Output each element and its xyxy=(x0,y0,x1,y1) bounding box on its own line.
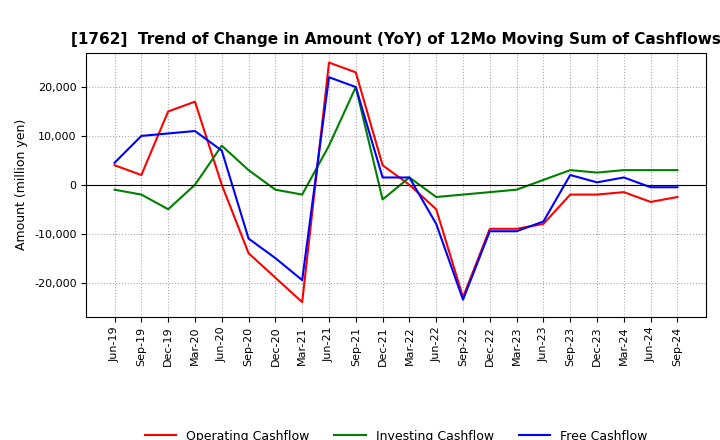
Investing Cashflow xyxy=(271,187,279,192)
Operating Cashflow xyxy=(566,192,575,197)
Operating Cashflow xyxy=(432,207,441,212)
Investing Cashflow xyxy=(164,207,173,212)
Legend: Operating Cashflow, Investing Cashflow, Free Cashflow: Operating Cashflow, Investing Cashflow, … xyxy=(140,425,652,440)
Free Cashflow xyxy=(513,229,521,234)
Investing Cashflow xyxy=(325,143,333,148)
Investing Cashflow xyxy=(432,194,441,200)
Operating Cashflow xyxy=(378,163,387,168)
Investing Cashflow xyxy=(566,168,575,173)
Operating Cashflow xyxy=(593,192,601,197)
Investing Cashflow xyxy=(405,175,414,180)
Operating Cashflow xyxy=(485,226,494,231)
Free Cashflow xyxy=(110,160,119,165)
Operating Cashflow xyxy=(191,99,199,104)
Free Cashflow xyxy=(244,236,253,241)
Free Cashflow xyxy=(485,229,494,234)
Free Cashflow xyxy=(593,180,601,185)
Investing Cashflow xyxy=(191,182,199,187)
Operating Cashflow xyxy=(459,295,467,300)
Operating Cashflow xyxy=(298,300,307,305)
Free Cashflow xyxy=(619,175,628,180)
Investing Cashflow xyxy=(459,192,467,197)
Investing Cashflow xyxy=(593,170,601,175)
Line: Free Cashflow: Free Cashflow xyxy=(114,77,678,300)
Free Cashflow xyxy=(673,185,682,190)
Operating Cashflow xyxy=(673,194,682,200)
Free Cashflow xyxy=(298,278,307,283)
Operating Cashflow xyxy=(244,251,253,256)
Operating Cashflow xyxy=(164,109,173,114)
Operating Cashflow xyxy=(405,182,414,187)
Free Cashflow xyxy=(539,219,548,224)
Free Cashflow xyxy=(191,128,199,134)
Free Cashflow xyxy=(566,172,575,178)
Line: Operating Cashflow: Operating Cashflow xyxy=(114,62,678,302)
Investing Cashflow xyxy=(485,190,494,195)
Operating Cashflow xyxy=(647,199,655,205)
Operating Cashflow xyxy=(351,70,360,75)
Operating Cashflow xyxy=(137,172,145,178)
Investing Cashflow xyxy=(351,84,360,90)
Investing Cashflow xyxy=(673,168,682,173)
Free Cashflow xyxy=(217,148,226,153)
Investing Cashflow xyxy=(619,168,628,173)
Free Cashflow xyxy=(432,221,441,227)
Line: Investing Cashflow: Investing Cashflow xyxy=(114,87,678,209)
Free Cashflow xyxy=(325,75,333,80)
Free Cashflow xyxy=(378,175,387,180)
Investing Cashflow xyxy=(647,168,655,173)
Investing Cashflow xyxy=(513,187,521,192)
Operating Cashflow xyxy=(539,221,548,227)
Free Cashflow xyxy=(164,131,173,136)
Investing Cashflow xyxy=(110,187,119,192)
Free Cashflow xyxy=(459,297,467,302)
Operating Cashflow xyxy=(619,190,628,195)
Operating Cashflow xyxy=(325,60,333,65)
Title: [1762]  Trend of Change in Amount (YoY) of 12Mo Moving Sum of Cashflows: [1762] Trend of Change in Amount (YoY) o… xyxy=(71,33,720,48)
Investing Cashflow xyxy=(137,192,145,197)
Free Cashflow xyxy=(351,84,360,90)
Y-axis label: Amount (million yen): Amount (million yen) xyxy=(16,119,29,250)
Investing Cashflow xyxy=(378,197,387,202)
Operating Cashflow xyxy=(110,163,119,168)
Free Cashflow xyxy=(405,175,414,180)
Investing Cashflow xyxy=(244,168,253,173)
Operating Cashflow xyxy=(271,275,279,280)
Free Cashflow xyxy=(137,133,145,139)
Investing Cashflow xyxy=(539,177,548,183)
Investing Cashflow xyxy=(298,192,307,197)
Investing Cashflow xyxy=(217,143,226,148)
Free Cashflow xyxy=(271,256,279,261)
Operating Cashflow xyxy=(513,226,521,231)
Free Cashflow xyxy=(647,185,655,190)
Operating Cashflow xyxy=(217,182,226,187)
